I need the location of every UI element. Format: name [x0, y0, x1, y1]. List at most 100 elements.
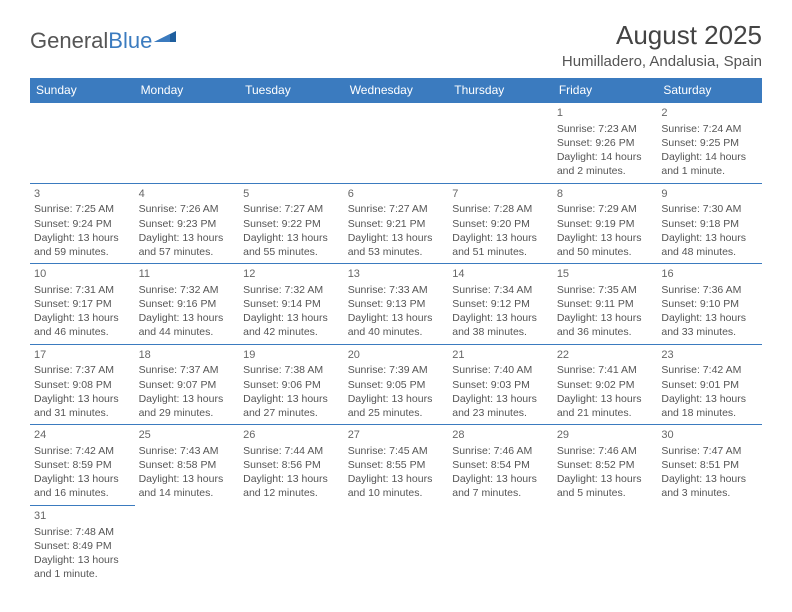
cell-sunrise: Sunrise: 7:34 AM	[452, 283, 549, 297]
cell-daylight: Daylight: 13 hours and 51 minutes.	[452, 231, 549, 259]
cell-sunset: Sunset: 9:03 PM	[452, 378, 549, 392]
calendar-week: 3Sunrise: 7:25 AMSunset: 9:24 PMDaylight…	[30, 183, 762, 264]
cell-daylight: Daylight: 13 hours and 36 minutes.	[557, 311, 654, 339]
calendar-week: 10Sunrise: 7:31 AMSunset: 9:17 PMDayligh…	[30, 264, 762, 345]
calendar-header-row: SundayMondayTuesdayWednesdayThursdayFrid…	[30, 78, 762, 103]
cell-sunrise: Sunrise: 7:44 AM	[243, 444, 340, 458]
calendar-cell	[448, 505, 553, 585]
cell-daylight: Daylight: 14 hours and 2 minutes.	[557, 150, 654, 178]
calendar-cell	[448, 103, 553, 184]
day-number: 22	[557, 348, 654, 363]
cell-sunset: Sunset: 9:07 PM	[139, 378, 236, 392]
calendar-cell	[239, 103, 344, 184]
cell-sunrise: Sunrise: 7:25 AM	[34, 202, 131, 216]
cell-sunrise: Sunrise: 7:37 AM	[34, 363, 131, 377]
cell-sunrise: Sunrise: 7:29 AM	[557, 202, 654, 216]
calendar-table: SundayMondayTuesdayWednesdayThursdayFrid…	[30, 78, 762, 585]
day-number: 23	[661, 348, 758, 363]
cell-daylight: Daylight: 13 hours and 40 minutes.	[348, 311, 445, 339]
day-number: 7	[452, 187, 549, 202]
calendar-cell: 2Sunrise: 7:24 AMSunset: 9:25 PMDaylight…	[657, 103, 762, 184]
day-number: 15	[557, 267, 654, 282]
calendar-cell	[135, 505, 240, 585]
cell-sunrise: Sunrise: 7:39 AM	[348, 363, 445, 377]
day-header: Monday	[135, 78, 240, 103]
location-text: Humilladero, Andalusia, Spain	[562, 53, 762, 70]
calendar-cell: 10Sunrise: 7:31 AMSunset: 9:17 PMDayligh…	[30, 264, 135, 345]
cell-sunset: Sunset: 9:01 PM	[661, 378, 758, 392]
calendar-cell	[344, 505, 449, 585]
calendar-cell: 31Sunrise: 7:48 AMSunset: 8:49 PMDayligh…	[30, 505, 135, 585]
day-number: 24	[34, 428, 131, 443]
cell-sunset: Sunset: 9:18 PM	[661, 217, 758, 231]
cell-daylight: Daylight: 13 hours and 21 minutes.	[557, 392, 654, 420]
day-number: 5	[243, 187, 340, 202]
cell-sunset: Sunset: 9:17 PM	[34, 297, 131, 311]
page-header: GeneralBlue August 2025 Humilladero, And…	[30, 20, 762, 70]
calendar-week: 17Sunrise: 7:37 AMSunset: 9:08 PMDayligh…	[30, 344, 762, 425]
cell-sunset: Sunset: 8:51 PM	[661, 458, 758, 472]
month-title: August 2025	[562, 20, 762, 51]
cell-daylight: Daylight: 13 hours and 5 minutes.	[557, 472, 654, 500]
cell-daylight: Daylight: 13 hours and 29 minutes.	[139, 392, 236, 420]
cell-daylight: Daylight: 13 hours and 10 minutes.	[348, 472, 445, 500]
day-number: 12	[243, 267, 340, 282]
calendar-cell: 18Sunrise: 7:37 AMSunset: 9:07 PMDayligh…	[135, 344, 240, 425]
calendar-cell: 13Sunrise: 7:33 AMSunset: 9:13 PMDayligh…	[344, 264, 449, 345]
cell-daylight: Daylight: 13 hours and 38 minutes.	[452, 311, 549, 339]
cell-sunrise: Sunrise: 7:48 AM	[34, 525, 131, 539]
day-header: Thursday	[448, 78, 553, 103]
day-number: 29	[557, 428, 654, 443]
logo-text-gray: General	[30, 28, 108, 54]
cell-daylight: Daylight: 13 hours and 3 minutes.	[661, 472, 758, 500]
cell-sunset: Sunset: 9:26 PM	[557, 136, 654, 150]
cell-sunset: Sunset: 9:21 PM	[348, 217, 445, 231]
cell-sunrise: Sunrise: 7:38 AM	[243, 363, 340, 377]
cell-sunset: Sunset: 9:19 PM	[557, 217, 654, 231]
calendar-cell	[657, 505, 762, 585]
cell-sunrise: Sunrise: 7:33 AM	[348, 283, 445, 297]
cell-sunrise: Sunrise: 7:47 AM	[661, 444, 758, 458]
cell-sunset: Sunset: 9:05 PM	[348, 378, 445, 392]
day-number: 14	[452, 267, 549, 282]
cell-sunset: Sunset: 8:55 PM	[348, 458, 445, 472]
cell-sunset: Sunset: 9:16 PM	[139, 297, 236, 311]
cell-sunset: Sunset: 9:14 PM	[243, 297, 340, 311]
day-number: 18	[139, 348, 236, 363]
cell-sunset: Sunset: 9:12 PM	[452, 297, 549, 311]
cell-daylight: Daylight: 13 hours and 46 minutes.	[34, 311, 131, 339]
calendar-cell: 29Sunrise: 7:46 AMSunset: 8:52 PMDayligh…	[553, 425, 658, 506]
cell-sunrise: Sunrise: 7:26 AM	[139, 202, 236, 216]
cell-daylight: Daylight: 13 hours and 27 minutes.	[243, 392, 340, 420]
cell-daylight: Daylight: 14 hours and 1 minute.	[661, 150, 758, 178]
calendar-cell: 8Sunrise: 7:29 AMSunset: 9:19 PMDaylight…	[553, 183, 658, 264]
cell-sunrise: Sunrise: 7:37 AM	[139, 363, 236, 377]
calendar-cell: 11Sunrise: 7:32 AMSunset: 9:16 PMDayligh…	[135, 264, 240, 345]
calendar-cell: 28Sunrise: 7:46 AMSunset: 8:54 PMDayligh…	[448, 425, 553, 506]
day-number: 10	[34, 267, 131, 282]
cell-sunset: Sunset: 9:13 PM	[348, 297, 445, 311]
day-number: 8	[557, 187, 654, 202]
day-header: Sunday	[30, 78, 135, 103]
flag-icon	[154, 22, 176, 48]
calendar-cell: 7Sunrise: 7:28 AMSunset: 9:20 PMDaylight…	[448, 183, 553, 264]
day-number: 11	[139, 267, 236, 282]
cell-sunrise: Sunrise: 7:30 AM	[661, 202, 758, 216]
day-number: 30	[661, 428, 758, 443]
cell-sunset: Sunset: 9:06 PM	[243, 378, 340, 392]
cell-sunset: Sunset: 9:20 PM	[452, 217, 549, 231]
day-header: Friday	[553, 78, 658, 103]
cell-daylight: Daylight: 13 hours and 7 minutes.	[452, 472, 549, 500]
calendar-cell: 14Sunrise: 7:34 AMSunset: 9:12 PMDayligh…	[448, 264, 553, 345]
calendar-cell	[239, 505, 344, 585]
day-number: 2	[661, 106, 758, 121]
calendar-body: 1Sunrise: 7:23 AMSunset: 9:26 PMDaylight…	[30, 103, 762, 586]
cell-daylight: Daylight: 13 hours and 59 minutes.	[34, 231, 131, 259]
calendar-week: 31Sunrise: 7:48 AMSunset: 8:49 PMDayligh…	[30, 505, 762, 585]
cell-sunset: Sunset: 8:49 PM	[34, 539, 131, 553]
day-number: 21	[452, 348, 549, 363]
day-number: 26	[243, 428, 340, 443]
cell-sunrise: Sunrise: 7:35 AM	[557, 283, 654, 297]
cell-sunrise: Sunrise: 7:42 AM	[661, 363, 758, 377]
cell-daylight: Daylight: 13 hours and 57 minutes.	[139, 231, 236, 259]
